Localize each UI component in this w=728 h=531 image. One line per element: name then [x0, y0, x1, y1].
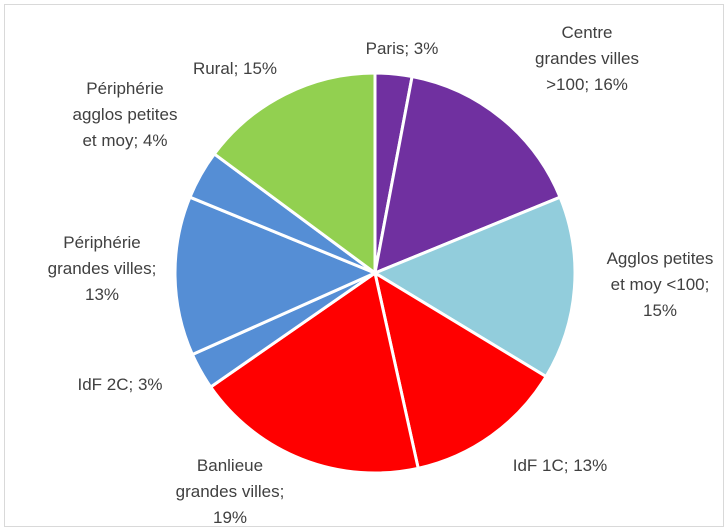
value-label: 3%: [137, 375, 163, 394]
label-separator: ;: [584, 75, 594, 94]
pie-slice: [208, 270, 420, 475]
pie-slice: [371, 195, 577, 379]
label-separator: ;: [233, 59, 244, 78]
label-separator: ;: [133, 131, 143, 150]
label-separator: ;: [151, 259, 157, 278]
data-label: IdF 2C; 3%: [55, 372, 185, 398]
value-label: 19%: [212, 508, 248, 527]
value-label: 13%: [573, 456, 608, 475]
value-label: 4%: [142, 131, 168, 150]
label-separator: ;: [279, 482, 285, 501]
category-name: Périphérie agglos petites et moy: [72, 79, 178, 150]
data-label: IdF 1C; 13%: [495, 453, 625, 479]
label-separator: ;: [563, 456, 574, 475]
data-label: Périphérie agglos petites et moy; 4%: [70, 76, 180, 154]
pie-slice: [372, 269, 549, 471]
category-name: Agglos petites et moy <100: [606, 249, 714, 294]
value-label: 16%: [593, 75, 628, 94]
pie-slice: [373, 74, 563, 276]
data-label: Centre grandes villes >100; 16%: [532, 20, 642, 98]
pie-slice: [212, 71, 377, 276]
label-separator: ;: [404, 39, 414, 58]
category-name: Périphérie grandes villes: [47, 233, 152, 278]
pie-slice: [173, 195, 379, 357]
category-name: Paris: [365, 39, 405, 58]
category-name: IdF 2C: [77, 375, 129, 394]
data-label: Banlieue grandes villes; 19%: [175, 453, 285, 531]
category-name: Rural: [192, 59, 234, 78]
data-label: Agglos petites et moy <100; 15%: [605, 246, 715, 324]
data-label: Périphérie grandes villes; 13%: [47, 230, 157, 308]
category-name: Banlieue grandes villes: [175, 456, 280, 501]
label-separator: ;: [704, 275, 710, 294]
value-label: 3%: [413, 39, 439, 58]
data-label: Rural; 15%: [170, 56, 300, 82]
value-label: 15%: [642, 301, 678, 320]
category-name: IdF 1C: [512, 456, 564, 475]
label-separator: ;: [128, 375, 138, 394]
value-label: 15%: [243, 59, 278, 78]
data-label: Paris; 3%: [342, 36, 462, 62]
value-label: 13%: [84, 285, 120, 304]
chart-frame: [4, 4, 724, 527]
category-name: Centre grandes villes >100: [535, 23, 639, 94]
